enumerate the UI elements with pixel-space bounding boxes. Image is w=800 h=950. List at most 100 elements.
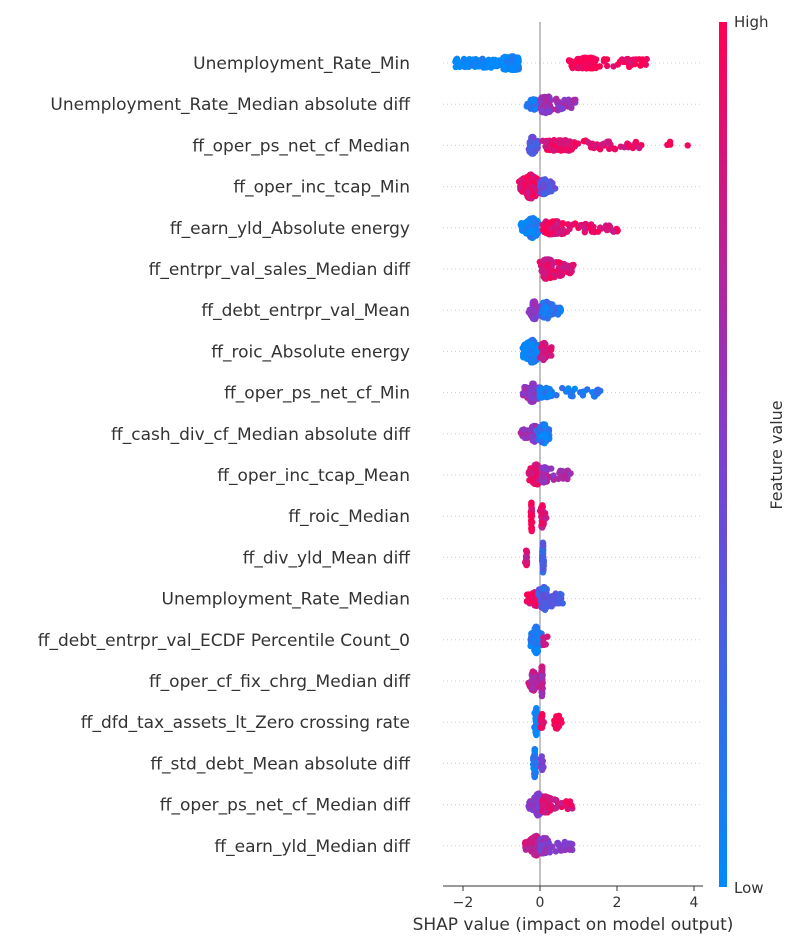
shap-point [517, 179, 524, 186]
feature-row-points [525, 461, 574, 488]
shap-point [547, 345, 554, 352]
x-tick-label: 4 [690, 895, 699, 911]
shap-point [600, 140, 607, 147]
shap-point [626, 59, 633, 67]
shap-point [592, 56, 599, 63]
shap-point [567, 57, 574, 65]
colorbar [719, 22, 727, 887]
shap-point [531, 755, 538, 762]
shap-point [608, 227, 616, 234]
colorbar-title: Feature value [767, 400, 786, 509]
shap-point [523, 591, 531, 598]
shap-point [548, 593, 555, 600]
feature-label: Unemployment_Rate_Median [162, 590, 410, 610]
shap-point [520, 353, 527, 361]
shap-point [522, 553, 530, 561]
feature-label: Unemployment_Rate_Min [193, 54, 410, 74]
shap-point [540, 268, 547, 275]
feature-label: ff_debt_entrpr_val_Mean [201, 301, 410, 321]
feature-row-points [517, 421, 553, 447]
shap-point [527, 233, 534, 241]
shap-point [569, 221, 577, 228]
shap-point [544, 315, 551, 322]
shap-point [546, 219, 553, 226]
feature-row-points [525, 298, 565, 323]
shap-point [632, 138, 640, 146]
shap-point [603, 226, 611, 234]
shap-point [559, 105, 567, 112]
shap-point [601, 56, 608, 63]
shap-point [546, 392, 553, 399]
shap-point [533, 348, 541, 355]
x-axis-ticks: −2 0 2 4 [453, 886, 699, 911]
feature-row-points [525, 790, 576, 819]
shap-point [529, 183, 537, 190]
data-points [452, 53, 691, 859]
shap-point [479, 55, 486, 62]
shap-point [547, 274, 554, 282]
feature-row-points [519, 380, 604, 405]
shap-point [540, 635, 547, 642]
shap-point [533, 708, 540, 715]
shap-point [505, 65, 512, 72]
shap-point [524, 189, 532, 197]
feature-label: ff_roic_Absolute energy [211, 342, 410, 362]
shap-point [555, 137, 563, 144]
shap-point [568, 102, 575, 109]
feature-label: ff_std_debt_Mean absolute diff [150, 754, 411, 774]
shap-point [518, 223, 525, 230]
shap-point [553, 221, 560, 228]
shap-point [538, 672, 545, 680]
shap-point [593, 389, 601, 396]
shap-point [556, 595, 563, 602]
x-tick-label: −2 [453, 895, 474, 911]
shap-point [562, 262, 570, 269]
shap-point [539, 107, 546, 115]
shap-point [582, 55, 590, 62]
shap-point [548, 188, 555, 195]
shap-point [584, 139, 592, 146]
shap-point [580, 388, 587, 395]
shap-point [528, 677, 535, 685]
shap-point [521, 385, 528, 393]
shap-point [594, 228, 602, 235]
shap-point [611, 145, 618, 152]
shap-point [643, 55, 650, 63]
shap-point [528, 505, 535, 512]
feature-label: ff_oper_inc_tcap_Mean [217, 466, 410, 486]
feature-labels: Unemployment_Rate_Min Unemployment_Rate_M… [38, 54, 412, 857]
x-tick-label: 2 [613, 895, 622, 911]
shap-point [531, 761, 538, 768]
shap-point [522, 840, 530, 847]
shap-point [563, 97, 571, 104]
shap-point [540, 473, 547, 480]
feature-label: ff_earn_yld_Median diff [214, 837, 411, 857]
colorbar-low-label: Low [734, 879, 764, 897]
shap-point [452, 63, 459, 71]
shap-point [550, 147, 557, 154]
shap-point [526, 139, 533, 146]
shap-point [539, 710, 546, 718]
shap-point [542, 98, 549, 106]
shap-point [566, 225, 573, 233]
shap-point [636, 144, 643, 152]
feature-label: ff_oper_ps_net_cf_Min [224, 384, 410, 404]
shap-point [542, 793, 549, 800]
shap-point [537, 598, 544, 605]
row-guides [443, 62, 703, 847]
feature-label: Unemployment_Rate_Median absolute diff [50, 95, 411, 115]
feature-label: ff_dfd_tax_assets_lt_Zero crossing rate [81, 713, 410, 733]
shap-point [519, 188, 526, 195]
shap-point [539, 558, 546, 565]
feature-label: ff_earn_yld_Absolute energy [170, 219, 410, 239]
feature-row-points [525, 133, 691, 157]
shap-point [550, 472, 557, 479]
shap-point [541, 848, 549, 856]
shap-point [536, 387, 544, 395]
shap-point [555, 712, 563, 719]
shap-point [538, 510, 545, 517]
feature-row-points [521, 832, 576, 859]
feature-row-points [529, 746, 547, 781]
shap-point [561, 838, 568, 846]
shap-point [531, 635, 539, 643]
